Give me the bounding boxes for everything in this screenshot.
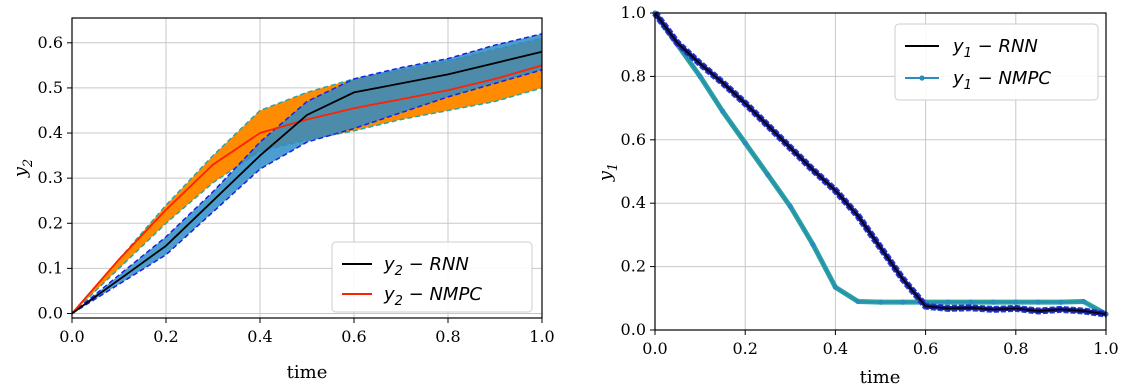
right-ylabel-main: y: [595, 170, 616, 182]
left-ticks: 0.0 0.2 0.4 0.6 0.8 1.0 0.0 0.1 0.2 0.3 0.4 0.5 0.6: [38, 33, 555, 346]
series-point-y1-nmpc: [1035, 299, 1041, 305]
series-point-y1-nmpc: [990, 299, 996, 305]
series-point-y1-nmpc: [1013, 299, 1019, 305]
x-tick-label: 0.4: [823, 339, 848, 358]
right-plot-frame: [654, 12, 1107, 331]
left-band-rnn: [71, 33, 543, 315]
series-point-y1-nmpc: [877, 299, 884, 305]
series-point-y1-nmpc: [742, 140, 748, 146]
series-point-y1-nmpc: [720, 108, 726, 114]
x-tick-label: 0.8: [1003, 339, 1028, 358]
x-tick-label: 1.0: [529, 327, 554, 346]
rnn-band-upper-edge: [71, 33, 543, 315]
x-tick-label: 0.8: [435, 327, 460, 346]
left-series: [71, 50, 543, 315]
legend-label: y2 − NMPC: [383, 284, 482, 309]
chart-right: 0.0 0.2 0.4 0.6 0.8 1.0 0.0 0.2 0.4 0.6 0.8 1.0 tim…: [595, 3, 1119, 388]
left-ylabel: y2: [10, 159, 36, 178]
y-tick-label: 0.5: [38, 78, 63, 97]
series-line-y2-rnn: [71, 50, 543, 315]
y-tick-label: 0.8: [621, 66, 646, 85]
legend-marker: [919, 75, 925, 81]
left-plot-frame: [71, 17, 543, 319]
x-tick-label: 0.2: [153, 327, 178, 346]
right-ylabel-sub: 1: [606, 163, 621, 171]
y-tick-label: 0.6: [38, 33, 63, 52]
series-line-y2-nmpc: [71, 64, 543, 315]
series-point-y1-nmpc: [787, 203, 793, 209]
right-ylabel: y1: [595, 163, 621, 182]
chart-left: 0.0 0.2 0.4 0.6 0.8 1.00.00.10.20.30.40.50.6 …: [10, 17, 555, 383]
y-tick-label: 0.0: [621, 320, 646, 339]
series-line-y1-rnn: [654, 12, 1107, 315]
right-xlabel: time: [860, 367, 901, 388]
series-point-y1-nmpc: [697, 73, 703, 79]
series-point-y1-nmpc: [1080, 298, 1087, 305]
rnn-band: [72, 33, 542, 314]
series-point-y1-nmpc: [832, 284, 839, 290]
x-tick-label: 0.6: [913, 339, 938, 358]
x-tick-label: 0.0: [642, 339, 667, 358]
y-tick-label: 1.0: [621, 3, 646, 22]
y-tick-label: 0.4: [621, 193, 646, 212]
x-tick-label: 1.0: [1093, 339, 1118, 358]
y-tick-label: 0.1: [38, 258, 63, 277]
series-point-y1-nmpc: [945, 299, 951, 305]
right-legend: y1 − RNN y1 − NMPC: [894, 23, 1099, 101]
y-tick-label: 0.2: [38, 213, 63, 232]
series-point-y1-nmpc: [900, 299, 906, 305]
y-tick-label: 0.3: [38, 168, 63, 187]
legend-box: [331, 241, 533, 313]
y-tick-label: 0.6: [621, 130, 646, 149]
legend-label: y1 − RNN: [952, 36, 1038, 61]
x-tick-label: 0.0: [59, 327, 84, 346]
left-ylabel-main: y: [10, 166, 31, 178]
legend-box: [894, 23, 1099, 101]
legend-label: y1 − NMPC: [952, 68, 1051, 93]
svg-text:y1: y1: [595, 163, 621, 182]
right-series: [652, 10, 1109, 318]
x-tick-label: 0.2: [732, 339, 757, 358]
series-point-y1-nmpc: [855, 298, 861, 305]
left-xlabel: time: [287, 362, 328, 383]
series-point-y1-nmpc: [765, 172, 771, 178]
y-tick-label: 0.4: [38, 123, 63, 142]
series-point-y1-nmpc: [1058, 299, 1064, 305]
svg-text:y2: y2: [10, 159, 36, 178]
x-tick-label: 0.4: [247, 327, 272, 346]
y-tick-label: 0.0: [38, 303, 63, 322]
rnn-band-lower-edge: [71, 69, 543, 315]
left-legend: y2 − RNN y2 − NMPC: [331, 241, 533, 313]
nmpc-band: [72, 38, 542, 314]
right-ticks: 0.0 0.2 0.4 0.6 0.8 1.0 0.0 0.2 0.4 0.6 0.8 1.0: [621, 3, 1119, 358]
left-ylabel-sub: 2: [21, 159, 36, 168]
series-point-y1-nmpc: [968, 299, 974, 305]
x-tick-label: 0.6: [341, 327, 366, 346]
y-tick-label: 0.2: [621, 257, 646, 276]
series-point-y1-nmpc: [810, 241, 816, 248]
legend-label: y2 − RNN: [383, 254, 469, 279]
